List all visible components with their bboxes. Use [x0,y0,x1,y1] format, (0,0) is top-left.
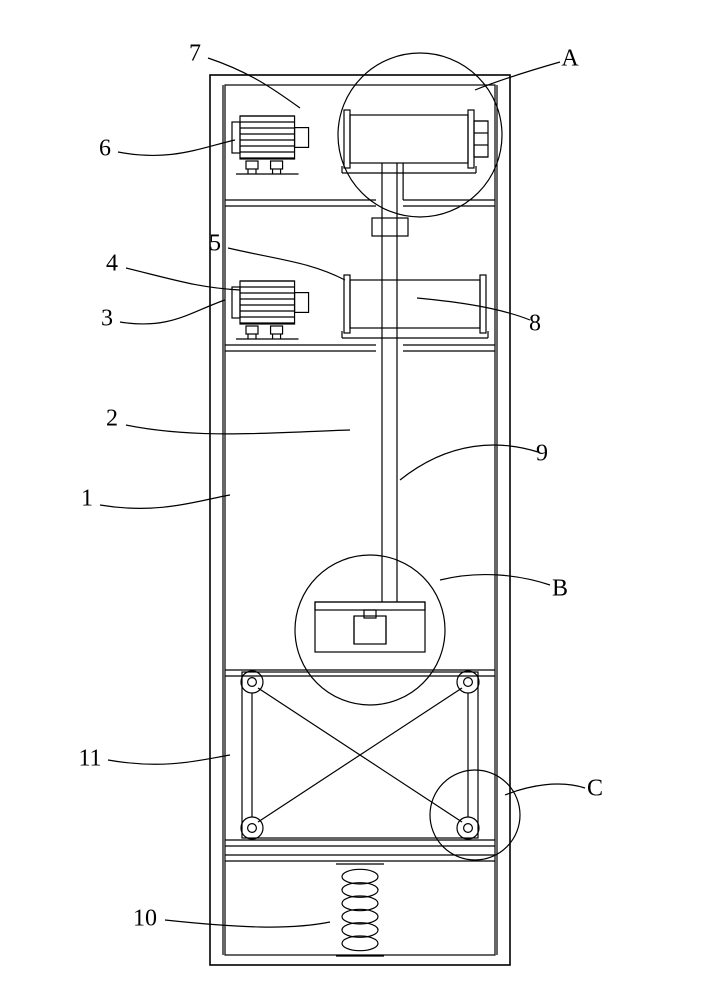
label-n1: 1 [81,486,93,512]
label-A: A [561,46,579,72]
label-n7: 7 [189,41,201,67]
label-n11: 11 [78,746,101,772]
label-n2: 2 [106,406,118,432]
label-C: C [587,776,603,802]
diagram-svg: 1 2 3 4 5 6 7 8 9 10 11 A B C [0,0,720,1000]
label-n5: 5 [209,231,221,257]
label-n6: 6 [99,136,111,162]
label-n8: 8 [529,311,541,337]
label-n10: 10 [133,906,157,932]
label-n3: 3 [101,306,113,332]
label-n4: 4 [106,251,118,277]
label-n9: 9 [536,441,548,467]
label-B: B [552,576,568,602]
